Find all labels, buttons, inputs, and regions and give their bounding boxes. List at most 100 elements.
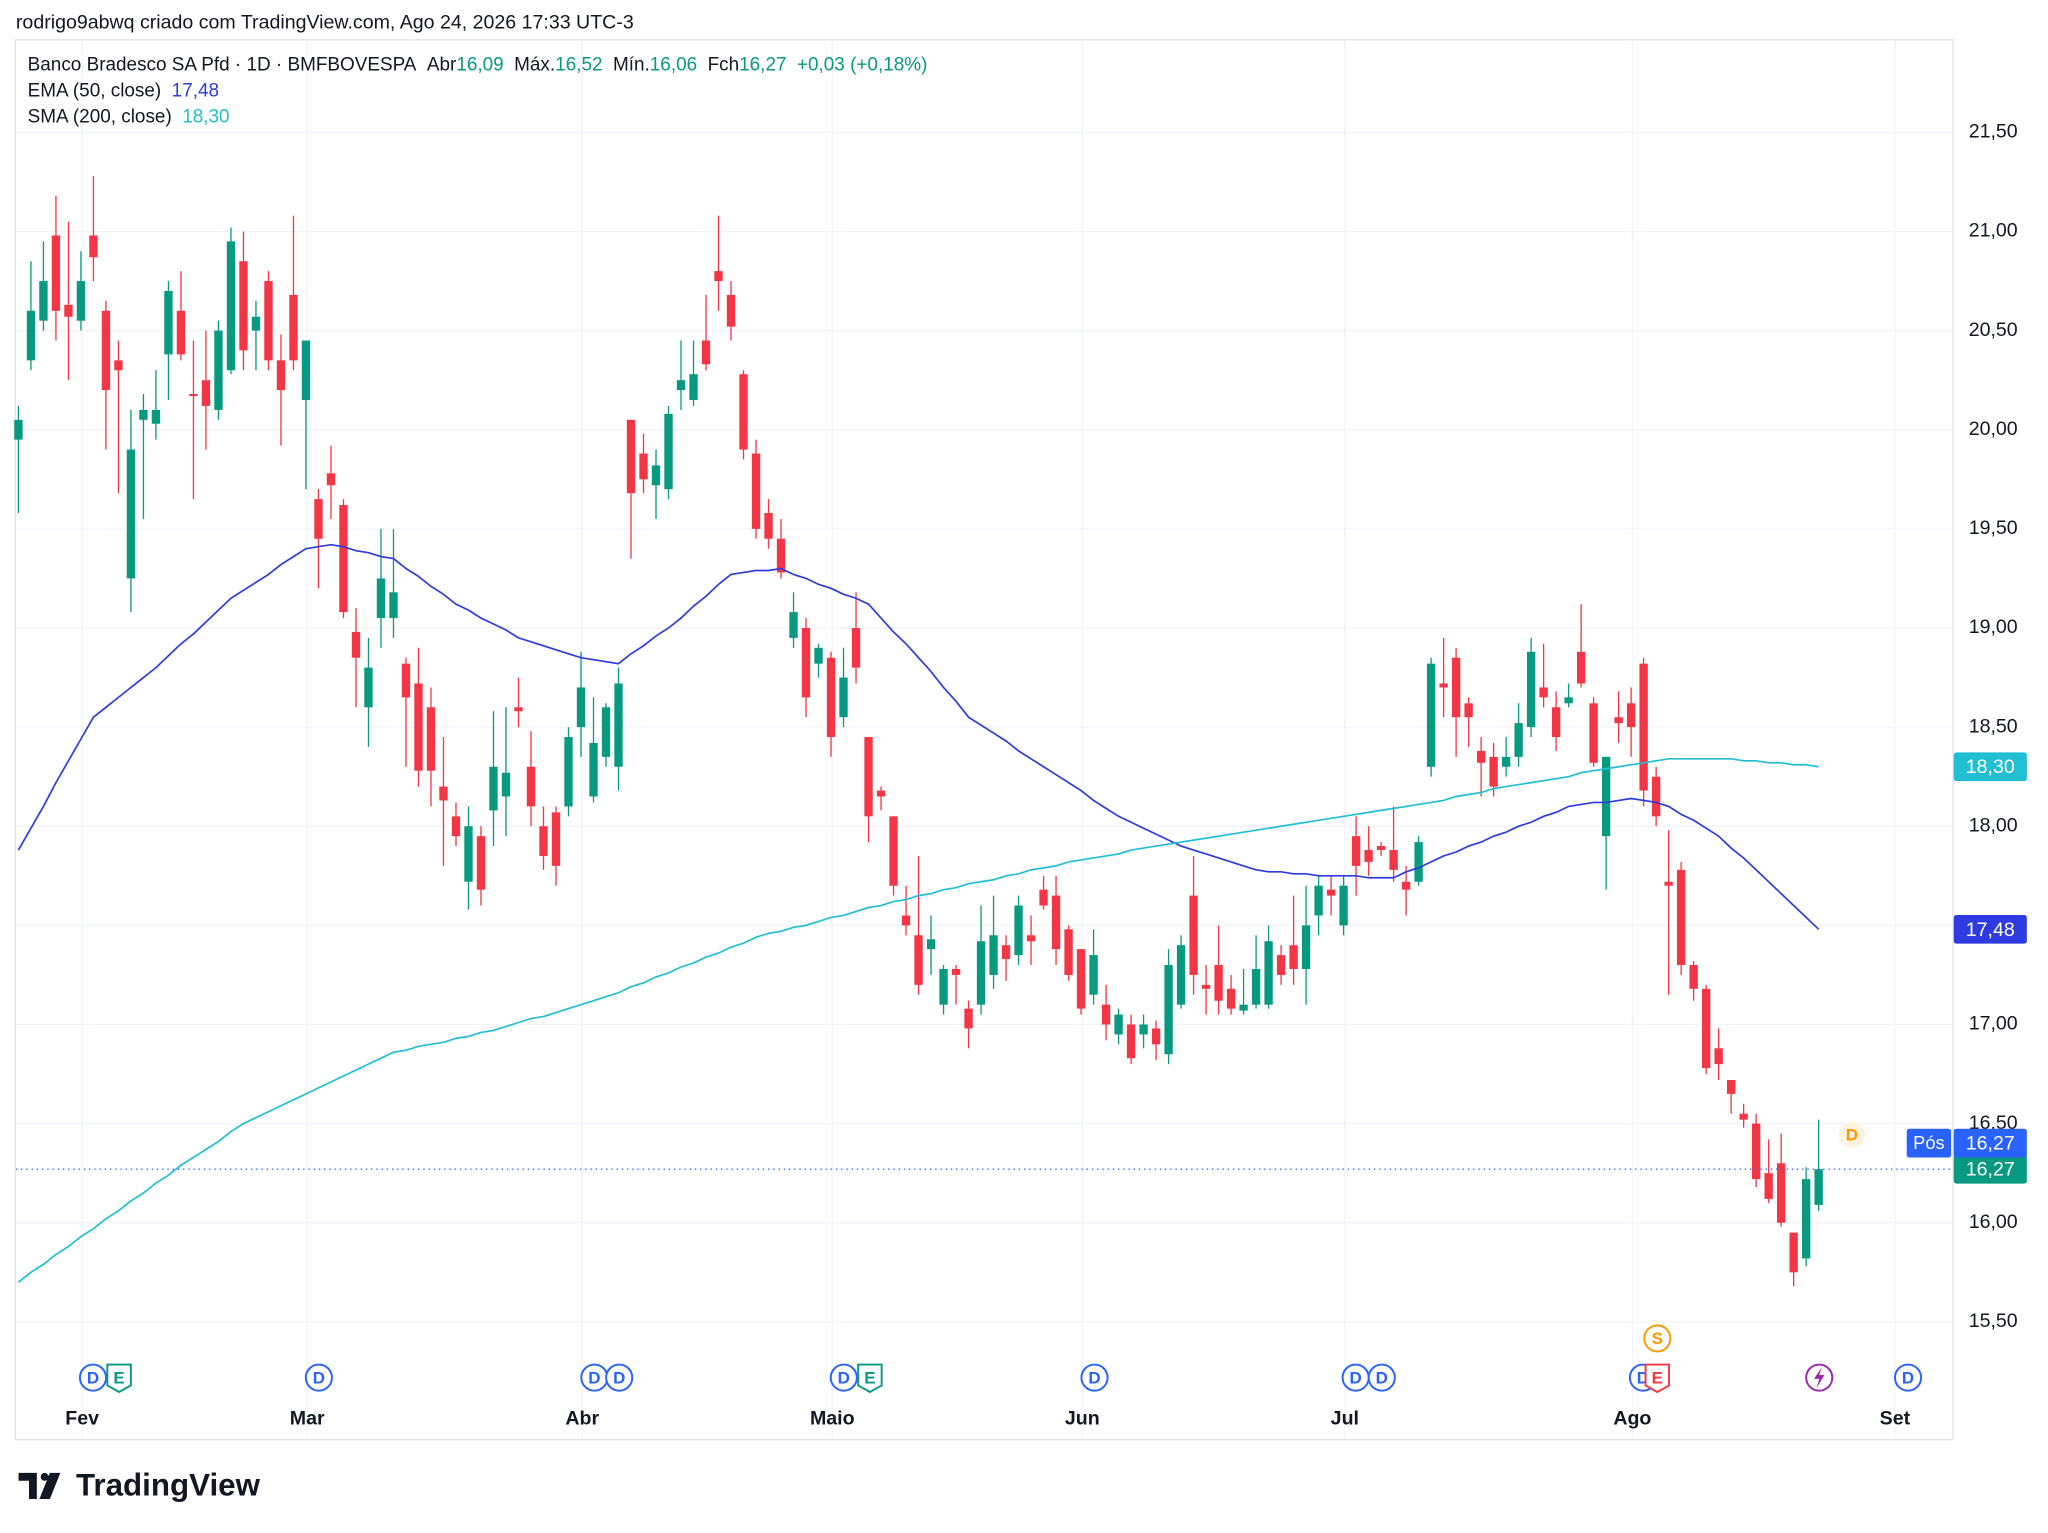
x-tick-label: Mar xyxy=(290,1408,325,1430)
y-tick-label: 16,00 xyxy=(1969,1211,2018,1233)
candle-body xyxy=(1089,955,1098,995)
candle-body xyxy=(626,419,636,494)
legend-name: EMA (50, close) xyxy=(28,80,162,101)
event-dividend xyxy=(78,1363,108,1392)
candle-body xyxy=(876,790,886,797)
candle-body xyxy=(1589,703,1598,763)
candle-body xyxy=(1789,1232,1798,1273)
event-dividend xyxy=(1643,1324,1672,1353)
event-letter: E xyxy=(864,1368,875,1387)
candle-body xyxy=(226,241,236,371)
candle-body xyxy=(1326,889,1336,896)
candle-body xyxy=(964,1008,973,1029)
event-dividend xyxy=(304,1363,333,1392)
candle-body xyxy=(1376,846,1386,851)
event-dividend xyxy=(1893,1363,1923,1392)
x-tick-label: Jun xyxy=(1065,1408,1100,1430)
candle-body xyxy=(1214,965,1223,1001)
y-tick-label: 18,50 xyxy=(1969,715,2018,737)
post-label: Pós xyxy=(1913,1132,1944,1153)
candle-body xyxy=(514,707,523,712)
candle-body xyxy=(364,667,373,708)
candle-body xyxy=(714,271,723,282)
candle-body xyxy=(826,657,836,738)
marks xyxy=(14,175,1823,1287)
y-tick-label: 19,00 xyxy=(1969,616,2018,638)
candle-body xyxy=(176,310,186,355)
ohlc-label: Abr xyxy=(427,54,456,75)
candle-body xyxy=(214,330,223,410)
event-letter: D xyxy=(87,1368,99,1387)
candle-body xyxy=(814,647,823,664)
x-tick-label: Fev xyxy=(65,1408,99,1430)
candle-body xyxy=(576,687,586,728)
candle-body xyxy=(1251,968,1261,1005)
y-tick-label: 21,00 xyxy=(1969,220,2018,242)
event-dividend xyxy=(829,1363,858,1392)
candle-body xyxy=(1339,885,1348,926)
candle-body xyxy=(839,677,848,718)
ma-line xyxy=(17,757,1819,1283)
candle-body xyxy=(1026,935,1036,942)
event-letter: D xyxy=(613,1368,625,1387)
candle-body xyxy=(1276,955,1286,975)
logo-part xyxy=(40,1472,49,1481)
candle-body xyxy=(1201,984,1211,989)
candle-body xyxy=(76,281,86,321)
candle-body xyxy=(1689,965,1698,989)
post-tag: 16,27 xyxy=(1966,1133,2015,1155)
close-tag-box xyxy=(1953,1154,2027,1184)
candle-body xyxy=(1039,889,1048,906)
candle-body xyxy=(1426,663,1436,767)
legend-value: 17,48 xyxy=(172,80,219,101)
candle-body xyxy=(26,310,36,361)
ohlc-change: +0,03 (+0,18%) xyxy=(797,54,927,75)
candle-body xyxy=(1001,945,1011,960)
candle-body xyxy=(339,505,348,613)
post-label-box xyxy=(1906,1128,1952,1158)
candle-body xyxy=(926,939,936,950)
candle-body xyxy=(1676,869,1686,966)
candle-body xyxy=(251,316,261,331)
candle-body xyxy=(551,812,561,866)
grid xyxy=(15,39,1953,1439)
candle-body xyxy=(239,261,248,351)
candle-body xyxy=(789,612,798,638)
y-tick-label: 16,50 xyxy=(1969,1112,2018,1134)
candle-body xyxy=(889,816,898,886)
candle-body xyxy=(1764,1173,1773,1199)
candle-body xyxy=(1301,925,1311,969)
candle-body xyxy=(414,683,423,771)
plot-frame xyxy=(14,39,1954,1441)
ohlc-value: 16,09 xyxy=(456,54,503,75)
event-dividend xyxy=(605,1363,634,1392)
candle-body xyxy=(1451,657,1461,718)
legend-line: EMA (50, close) 17,48 xyxy=(28,80,219,101)
candle-body xyxy=(1126,1024,1136,1059)
candle-body xyxy=(1101,1004,1111,1025)
candle-body xyxy=(564,737,573,807)
candle-body xyxy=(201,380,211,406)
logo-part xyxy=(18,1472,37,1500)
candle-body xyxy=(401,663,411,698)
event-letter: D xyxy=(838,1368,850,1387)
ma-line xyxy=(17,543,1820,930)
candle-body xyxy=(1801,1179,1811,1259)
candle-body xyxy=(914,935,923,985)
event-letter: D xyxy=(1350,1368,1362,1387)
event-dividend xyxy=(1080,1363,1109,1392)
candle-body xyxy=(689,374,698,400)
candle-body xyxy=(676,380,686,391)
x-tick-label: Abr xyxy=(565,1408,599,1430)
candle-body xyxy=(1564,697,1573,704)
candle-body xyxy=(1489,756,1498,787)
legend-title: Banco Bradesco SA Pfd · 1D · BMFBOVESPA xyxy=(28,54,417,75)
ohlc-value: 16,27 xyxy=(739,54,786,75)
candle-body xyxy=(539,826,548,856)
candle-body xyxy=(1601,756,1611,837)
candle-body xyxy=(1389,850,1398,870)
candle-body xyxy=(1726,1079,1736,1094)
candle-body xyxy=(851,627,861,668)
